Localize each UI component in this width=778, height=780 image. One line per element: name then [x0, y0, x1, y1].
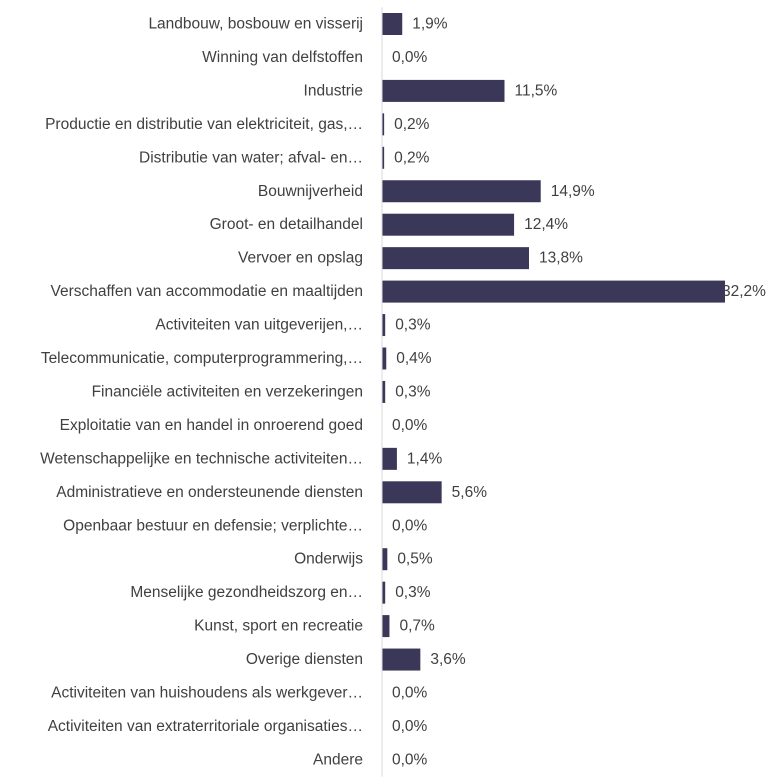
bar: [382, 180, 541, 203]
bar: [382, 548, 388, 571]
bar: [382, 280, 725, 303]
data-label: 14,9%: [551, 183, 595, 200]
category-label: Andere: [313, 751, 363, 768]
category-label: Administratieve en ondersteunende dienst…: [56, 484, 363, 501]
bar: [382, 347, 387, 370]
data-label: 0,3%: [395, 584, 431, 601]
bars: [382, 13, 725, 671]
category-label: Industrie: [304, 82, 363, 99]
category-label: Kunst, sport en recreatie: [194, 618, 363, 635]
data-label: 0,0%: [392, 718, 428, 735]
bar: [382, 380, 386, 403]
category-label: Onderwijs: [294, 551, 363, 568]
data-label: 0,0%: [392, 517, 428, 534]
category-label: Vervoer en opslag: [238, 250, 363, 267]
category-label: Groot- en detailhandel: [210, 216, 363, 233]
category-label: Bouwnijverheid: [258, 183, 363, 200]
bar: [382, 314, 386, 337]
bar: [382, 447, 397, 470]
category-label: Activiteiten van huishoudens als werkgev…: [51, 685, 363, 702]
data-label: 11,5%: [515, 82, 558, 99]
data-label: 5,6%: [452, 484, 488, 501]
bar: [382, 13, 403, 35]
data-labels: 1,9% 0,0% 11,5% 0,2% 0,2% 14,9% 12,4% 13,8% 32,2…: [392, 16, 766, 769]
bar: [382, 79, 505, 102]
data-label: 0,3%: [395, 383, 431, 400]
category-labels: Landbouw, bosbouw en visserij Winning van…: [40, 16, 363, 769]
data-label: 0,2%: [394, 116, 430, 133]
category-label: Exploitatie van en handel in onroerend g…: [60, 417, 363, 434]
data-label: 1,4%: [407, 450, 443, 467]
data-label: 0,0%: [392, 417, 428, 434]
category-label: Menselijke gezondheidszorg en…: [130, 584, 363, 601]
category-label: Overige diensten: [246, 651, 363, 668]
data-label: 0,0%: [392, 685, 428, 702]
data-label: 0,0%: [392, 751, 428, 768]
data-label: 1,9%: [412, 16, 448, 33]
category-label: Verschaffen van accommodatie en maaltijd…: [51, 283, 363, 300]
data-label: 0,7%: [399, 618, 435, 635]
category-label: Distributie van water; afval- en…: [139, 149, 363, 166]
bar: [382, 481, 442, 504]
category-label: Openbaar bestuur en defensie; verplichte…: [63, 517, 363, 534]
category-label: Activiteiten van uitgeverijen,…: [155, 317, 363, 334]
bar: [382, 615, 390, 638]
data-label: 0,4%: [396, 350, 432, 367]
category-label: Financiële activiteiten en verzekeringen: [92, 383, 363, 400]
data-label: 13,8%: [539, 250, 583, 267]
category-label: Wetenschappelijke en technische activite…: [40, 450, 363, 467]
data-label: 12,4%: [524, 216, 568, 233]
data-label: 0,0%: [392, 49, 428, 66]
bar: [382, 146, 385, 169]
bar: [382, 247, 529, 270]
bar: [382, 213, 515, 236]
data-label: 32,2%: [722, 283, 766, 300]
category-label: Activiteiten van extraterritoriale organ…: [48, 718, 363, 735]
category-label: Landbouw, bosbouw en visserij: [148, 16, 363, 33]
bar: [382, 581, 386, 604]
bar: [382, 648, 421, 671]
category-label: Productie en distributie van elektricite…: [45, 116, 363, 133]
data-label: 0,2%: [394, 149, 430, 166]
bar: [382, 113, 385, 136]
category-label: Telecommunicatie, computerprogrammering,…: [41, 350, 363, 367]
data-label: 0,5%: [397, 551, 433, 568]
data-label: 3,6%: [430, 651, 466, 668]
data-label: 0,3%: [395, 317, 431, 334]
category-label: Winning van delfstoffen: [202, 49, 363, 66]
